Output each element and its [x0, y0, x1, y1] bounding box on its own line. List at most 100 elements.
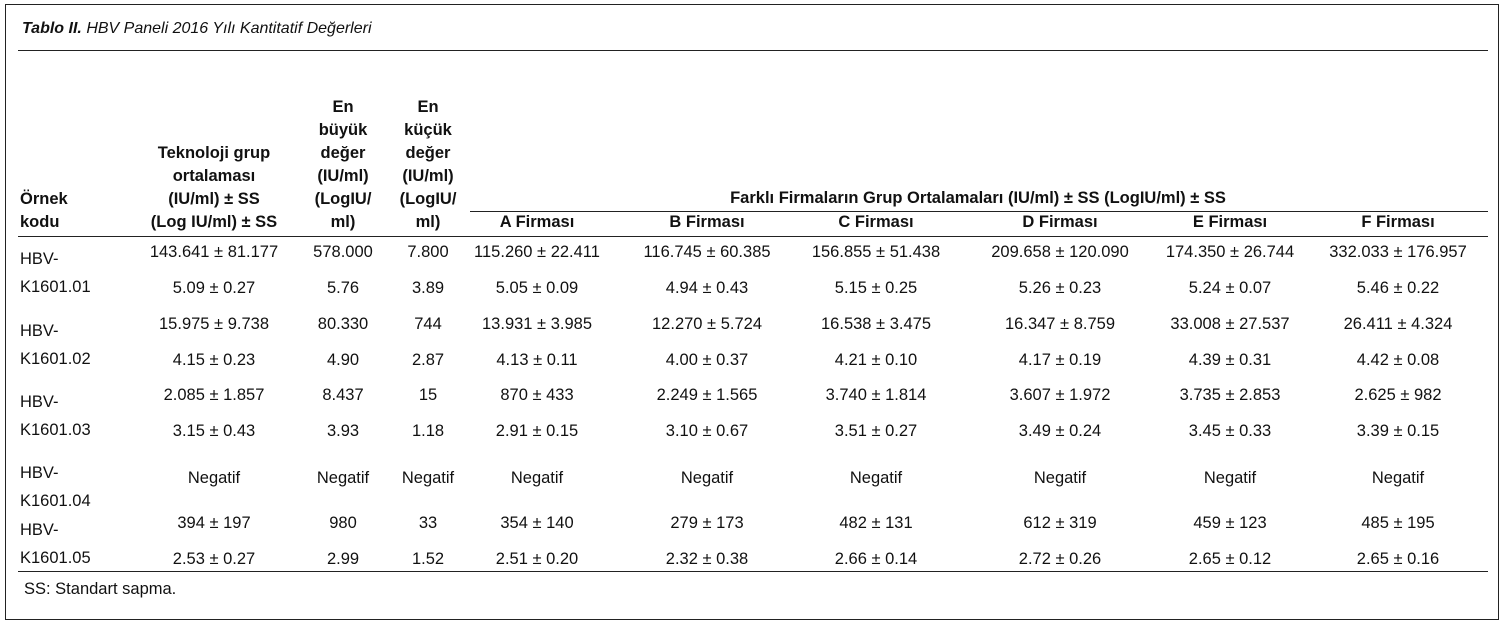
cell-iu-value: 459 ± 123 — [1193, 514, 1267, 532]
cell-log-value: 2.51 ± 0.20 — [495, 550, 579, 568]
row-sample-code-line: HBV- — [20, 322, 59, 340]
cell-log-value: 3.45 ± 0.33 — [1188, 422, 1272, 440]
cell-iu-value: 116.745 ± 60.385 — [643, 243, 771, 261]
header-max-line: En — [332, 98, 354, 116]
header-max: En büyük değer (IU/ml) (LogIU/ml) — [315, 96, 372, 234]
cell-iu-value: 980 — [329, 514, 357, 532]
cell-iu-value: 15 — [418, 386, 438, 404]
caption-label: Tablo II. — [22, 20, 82, 37]
cell-log-value: 2.32 ± 0.38 — [665, 550, 749, 568]
header-firm: E Firması — [1192, 213, 1268, 231]
table-caption: Tablo II. HBV Paneli 2016 Yılı Kantitati… — [22, 20, 372, 38]
row-sample-code-line: K1601.05 — [20, 549, 91, 567]
cell-iu-value: 394 ± 197 — [177, 514, 251, 532]
header-max-line: değer — [320, 144, 366, 162]
cell-iu-value: 354 ± 140 — [500, 514, 574, 532]
cell-iu-value: 7.800 — [407, 243, 449, 261]
row-sample-code-line: HBV- — [20, 521, 59, 539]
cell-iu-value: 578.000 — [313, 243, 373, 261]
header-min-line: değer — [405, 144, 451, 162]
cell-log-value: 1.52 — [411, 550, 445, 568]
cell-iu-value: 209.658 ± 120.090 — [991, 243, 1129, 261]
cell-log-value: 2.87 — [411, 351, 445, 369]
row-sample-code-line: HBV- — [20, 250, 59, 268]
header-group-title: Farklı Firmaların Grup Ortalamaları (IU/… — [730, 189, 1226, 207]
cell-iu-value: 26.411 ± 4.324 — [1343, 315, 1453, 333]
cell-log-value: 2.65 ± 0.16 — [1356, 550, 1440, 568]
cell-iu-value: Negatif — [401, 469, 455, 487]
header-firm: B Firması — [669, 213, 745, 231]
header-firm: D Firması — [1022, 213, 1098, 231]
header-min-line: (IU/ml) — [402, 167, 454, 185]
cell-iu-value: 870 ± 433 — [500, 386, 574, 404]
cell-iu-value: 33.008 ± 27.537 — [1170, 315, 1290, 333]
cell-iu-value: 279 ± 173 — [670, 514, 744, 532]
cell-log-value: 2.53 ± 0.27 — [172, 550, 256, 568]
row-sample-code: HBV- K1601.05 — [20, 516, 91, 572]
cell-log-value: 2.99 — [326, 550, 360, 568]
cell-log-value: 3.51 ± 0.27 — [834, 422, 918, 440]
cell-iu-value: Negatif — [1203, 469, 1257, 487]
cell-iu-value: Negatif — [1371, 469, 1425, 487]
row-sample-code-line: HBV- — [20, 393, 59, 411]
cell-iu-value: Negatif — [187, 469, 241, 487]
footnote: SS: Standart sapma. — [24, 580, 177, 598]
header-max-line: (LogIU/ — [314, 190, 372, 208]
caption-title: HBV Paneli 2016 Yılı Kantitatif Değerler… — [86, 20, 372, 37]
cell-iu-value: 115.260 ± 22.411 — [474, 243, 600, 261]
group-title-rule — [470, 211, 1488, 212]
cell-iu-value: Negatif — [316, 469, 370, 487]
cell-log-value: 3.93 — [326, 422, 360, 440]
cell-log-value: 5.24 ± 0.07 — [1188, 279, 1272, 297]
cell-log-value: 3.49 ± 0.24 — [1018, 422, 1102, 440]
row-sample-code-line: K1601.04 — [20, 492, 91, 510]
cell-iu-value: 332.033 ± 176.957 — [1329, 243, 1467, 261]
cell-log-value: 2.66 ± 0.14 — [834, 550, 918, 568]
cell-log-value: 1.18 — [411, 422, 445, 440]
cell-log-value: 3.39 ± 0.15 — [1356, 422, 1440, 440]
header-sample-code-line: kodu — [20, 213, 60, 231]
cell-iu-value: 2.249 ± 1.565 — [656, 386, 758, 404]
cell-log-value: 2.91 ± 0.15 — [495, 422, 579, 440]
header-firm: C Firması — [838, 213, 914, 231]
cell-log-value: 4.13 ± 0.11 — [496, 351, 578, 369]
table-frame — [5, 4, 1499, 620]
header-tech-avg-line: ortalaması — [172, 167, 256, 185]
cell-log-value: 4.15 ± 0.23 — [172, 351, 256, 369]
cell-log-value: 3.89 — [411, 279, 445, 297]
cell-iu-value: 15.975 ± 9.738 — [159, 315, 269, 333]
cell-iu-value: 3.740 ± 1.814 — [825, 386, 927, 404]
cell-log-value: 5.26 ± 0.23 — [1018, 279, 1102, 297]
row-sample-code: HBV- K1601.04 — [20, 459, 91, 515]
cell-log-value: 4.39 ± 0.31 — [1188, 351, 1272, 369]
header-bottom-rule — [18, 236, 1488, 237]
cell-log-value: 5.15 ± 0.25 — [834, 279, 918, 297]
cell-log-value: 4.21 ± 0.10 — [834, 351, 918, 369]
cell-iu-value: Negatif — [680, 469, 734, 487]
header-max-line: büyük — [318, 121, 368, 139]
header-firm: A Firması — [499, 213, 575, 231]
cell-iu-value: 2.625 ± 982 — [1354, 386, 1442, 404]
caption-rule — [18, 50, 1488, 51]
cell-iu-value: 3.607 ± 1.972 — [1009, 386, 1111, 404]
header-min-line: küçük — [404, 121, 452, 139]
cell-log-value: 5.76 — [326, 279, 360, 297]
table-bottom-rule — [18, 571, 1488, 572]
cell-iu-value: 8.437 — [322, 386, 364, 404]
cell-log-value: 4.17 ± 0.19 — [1018, 351, 1102, 369]
header-min-line: (LogIU/ — [399, 190, 457, 208]
row-sample-code: HBV- K1601.01 — [20, 245, 91, 301]
cell-iu-value: 156.855 ± 51.438 — [811, 243, 941, 261]
cell-log-value: 5.05 ± 0.09 — [495, 279, 579, 297]
cell-iu-value: 33 — [418, 514, 438, 532]
header-sample-code: Örnek kodu — [20, 188, 68, 234]
cell-iu-value: 16.538 ± 3.475 — [821, 315, 931, 333]
cell-iu-value: 13.931 ± 3.985 — [482, 315, 592, 333]
cell-iu-value: Negatif — [1033, 469, 1087, 487]
cell-iu-value: 482 ± 131 — [839, 514, 913, 532]
cell-iu-value: 485 ± 195 — [1361, 514, 1435, 532]
header-tech-avg-line: (IU/ml) ± SS — [168, 190, 260, 208]
cell-iu-value: 12.270 ± 5.724 — [652, 315, 762, 333]
cell-log-value: 2.72 ± 0.26 — [1018, 550, 1102, 568]
cell-log-value: 4.42 ± 0.08 — [1356, 351, 1440, 369]
